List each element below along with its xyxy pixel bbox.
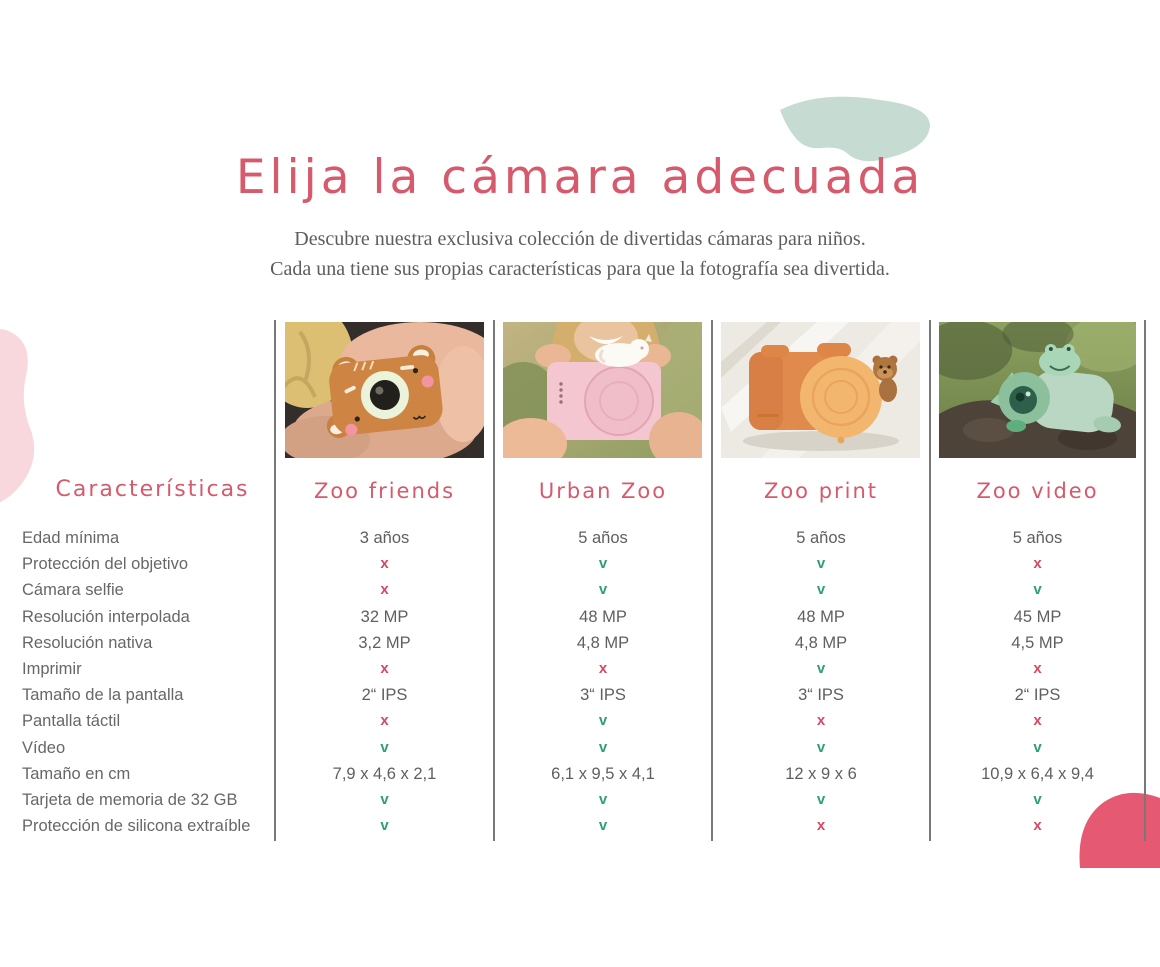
check-icon: v — [816, 581, 826, 599]
value-cell: 6,1 x 9,5 x 4,1 — [551, 764, 655, 783]
value-cell: 4,8 MP — [794, 633, 848, 652]
check-icon: v — [598, 555, 608, 573]
cross-icon: x — [380, 712, 389, 730]
feature-label: Cámara selfie — [22, 581, 124, 600]
product-values-zoo-friends: 3 años x x 32 MP 3,2 MP x 2“ IPS x v 7,9 x 4,6 x … — [276, 525, 493, 839]
features-list: Edad mínima Protección del objetivo Cámara… — [22, 525, 274, 839]
mint-blob-decoration — [780, 96, 930, 162]
feature-label: Tamaño de la pantalla — [22, 686, 184, 705]
cross-icon: x — [816, 817, 826, 835]
feature-label: Vídeo — [22, 738, 66, 757]
value-cell: 5 años — [796, 529, 846, 547]
product-column-header-zoo-video: Zoo video — [976, 479, 1099, 503]
column-divider — [493, 320, 495, 841]
feature-label: Resolución interpolada — [22, 607, 190, 626]
check-icon: v — [816, 555, 826, 573]
value-cell: 3“ IPS — [580, 686, 626, 705]
product-photo-zoo-print — [721, 322, 920, 458]
cross-icon: x — [380, 555, 389, 573]
cross-icon: x — [380, 581, 389, 599]
product-column-header-zoo-friends: Zoo friends — [313, 479, 456, 503]
cross-icon: x — [1033, 817, 1042, 835]
check-icon: v — [1033, 738, 1042, 756]
value-cell: 2“ IPS — [361, 686, 408, 705]
column-divider — [274, 320, 276, 841]
feature-label: Edad mínima — [22, 529, 120, 547]
product-photo-urban-zoo — [503, 322, 702, 458]
feature-label: Pantalla táctil — [22, 712, 121, 731]
check-icon: v — [1033, 581, 1042, 599]
check-icon: v — [598, 790, 608, 808]
value-cell: 5 años — [1012, 529, 1063, 547]
value-cell: 10,9 x 6,4 x 9,4 — [981, 764, 1094, 783]
value-cell: 45 MP — [1013, 607, 1062, 626]
value-cell: 7,9 x 4,6 x 2,1 — [332, 764, 437, 783]
column-divider — [1144, 320, 1146, 841]
value-cell: 3,2 MP — [358, 633, 411, 652]
cross-icon: x — [380, 659, 389, 677]
coral-blob-decoration — [1079, 792, 1160, 868]
check-icon: v — [598, 817, 608, 835]
value-cell: 3“ IPS — [798, 686, 844, 705]
value-cell: 3 años — [359, 529, 410, 547]
cross-icon: x — [1033, 712, 1042, 730]
product-photo-zoo-friends — [285, 322, 484, 458]
check-icon: v — [380, 790, 389, 808]
value-cell: 4,5 MP — [1011, 633, 1064, 652]
product-column-header-zoo-print: Zoo print — [763, 479, 879, 503]
check-icon: v — [1033, 790, 1042, 808]
check-icon: v — [380, 738, 389, 756]
check-icon: v — [816, 738, 826, 756]
cross-icon: x — [598, 659, 608, 677]
cross-icon: x — [816, 712, 826, 730]
value-cell: 12 x 9 x 6 — [785, 764, 857, 783]
feature-label: Resolución nativa — [22, 633, 153, 652]
value-cell: 5 años — [578, 529, 628, 547]
check-icon: v — [598, 581, 608, 599]
value-cell: 2“ IPS — [1014, 686, 1061, 705]
value-cell: 32 MP — [360, 607, 409, 626]
check-icon: v — [598, 712, 608, 730]
value-cell: 48 MP — [797, 607, 845, 626]
feature-label: Tarjeta de memoria de 32 GB — [22, 790, 238, 809]
feature-label: Imprimir — [22, 659, 82, 678]
check-icon: v — [816, 659, 826, 677]
check-icon: v — [598, 738, 608, 756]
column-divider — [711, 320, 713, 841]
check-icon: v — [380, 817, 389, 835]
column-divider — [929, 320, 931, 841]
product-values-urban-zoo: 5 años v v 48 MP 4,8 MP x 3“ IPS v v 6,1 x 9,5 x … — [495, 525, 711, 839]
pink-blob-decoration — [0, 328, 35, 503]
feature-label: Protección de silicona extraíble — [22, 817, 251, 836]
subtitle-line-1: Descubre nuestra exclusiva colección de … — [294, 228, 866, 250]
value-cell: 4,8 MP — [576, 633, 630, 652]
cross-icon: x — [1033, 659, 1042, 677]
product-column-header-urban-zoo: Urban Zoo — [538, 479, 668, 503]
product-photo-zoo-video — [939, 322, 1136, 458]
page-title: Elija la cámara adecuada — [235, 150, 925, 205]
value-cell: 48 MP — [579, 607, 627, 626]
check-icon: v — [816, 790, 826, 808]
feature-label: Tamaño en cm — [22, 764, 131, 783]
subtitle-line-2: Cada una tiene sus propias característic… — [270, 258, 890, 280]
cross-icon: x — [1033, 555, 1042, 573]
product-values-zoo-video: 5 años x v 45 MP 4,5 MP x 2“ IPS x v 10,9 x 6,4 x… — [931, 525, 1144, 839]
features-column-header: Características — [55, 477, 250, 502]
feature-label: Protección del objetivo — [22, 555, 189, 574]
